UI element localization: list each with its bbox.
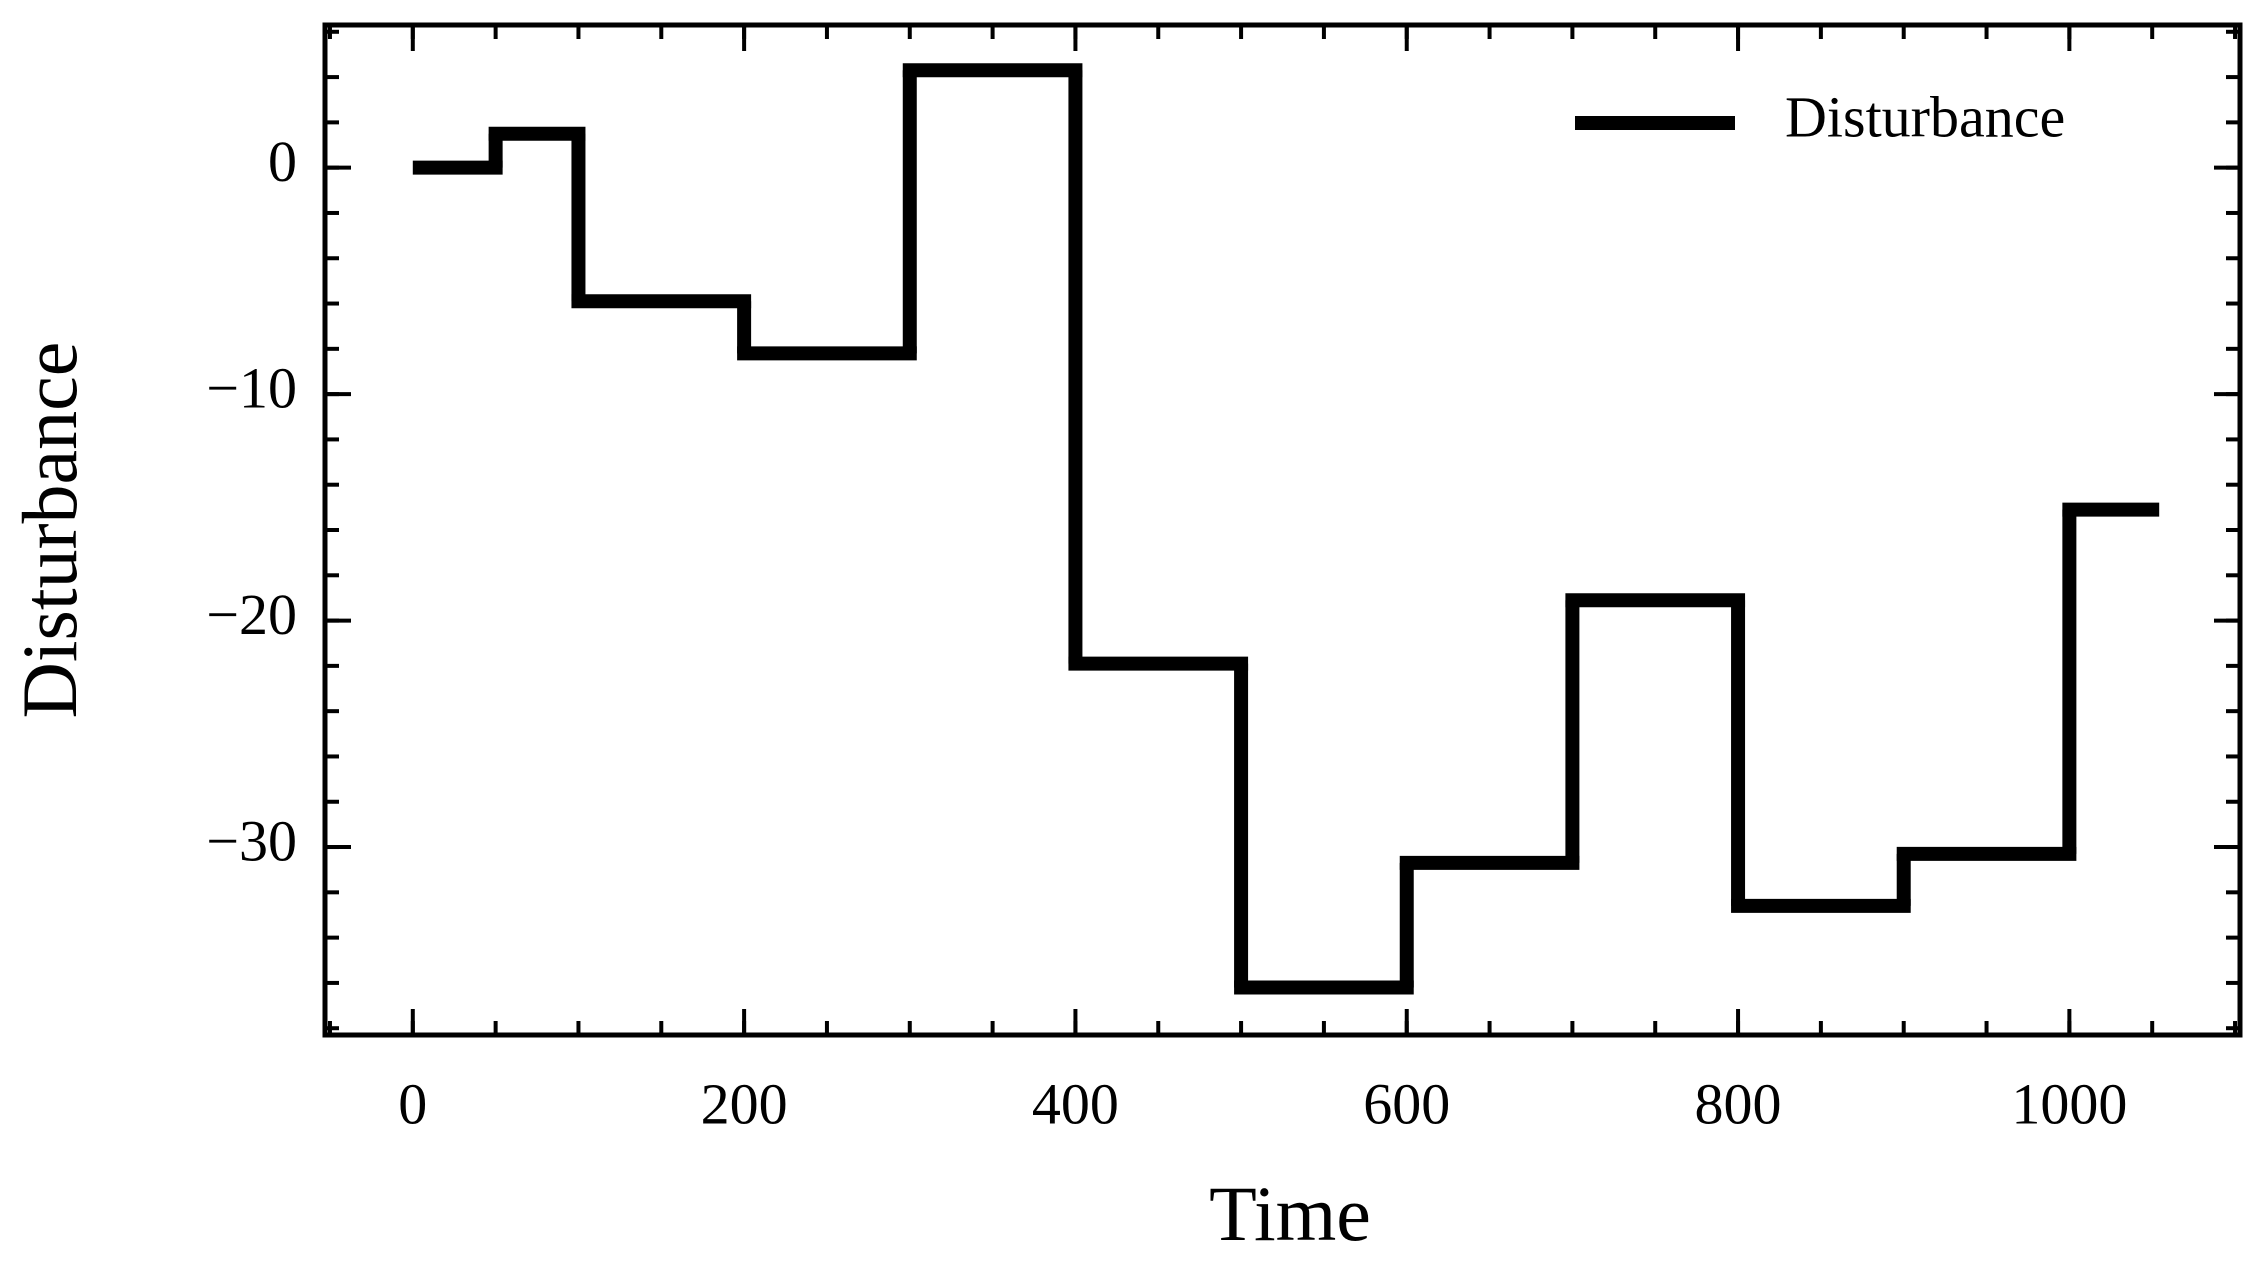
plot-frame	[322, 22, 2243, 1038]
y-tick-label: −10	[206, 355, 297, 420]
y-tick-label: 0	[268, 129, 297, 194]
y-axis-label: Disturbance	[6, 342, 93, 719]
y-tick-label: −20	[206, 582, 297, 647]
legend-label: Disturbance	[1785, 84, 2065, 149]
x-tick-label: 800	[1695, 1071, 1782, 1136]
x-tick-label: 1000	[2011, 1071, 2127, 1136]
x-tick-label: 200	[701, 1071, 788, 1136]
x-tick-label: 400	[1032, 1071, 1119, 1136]
x-tick-label: 600	[1363, 1071, 1450, 1136]
x-tick-label: 0	[398, 1071, 427, 1136]
y-tick-label: −30	[206, 808, 297, 873]
x-axis-label: Time	[1209, 1170, 1371, 1257]
